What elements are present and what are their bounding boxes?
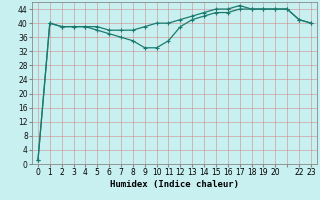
X-axis label: Humidex (Indice chaleur): Humidex (Indice chaleur) [110,180,239,189]
